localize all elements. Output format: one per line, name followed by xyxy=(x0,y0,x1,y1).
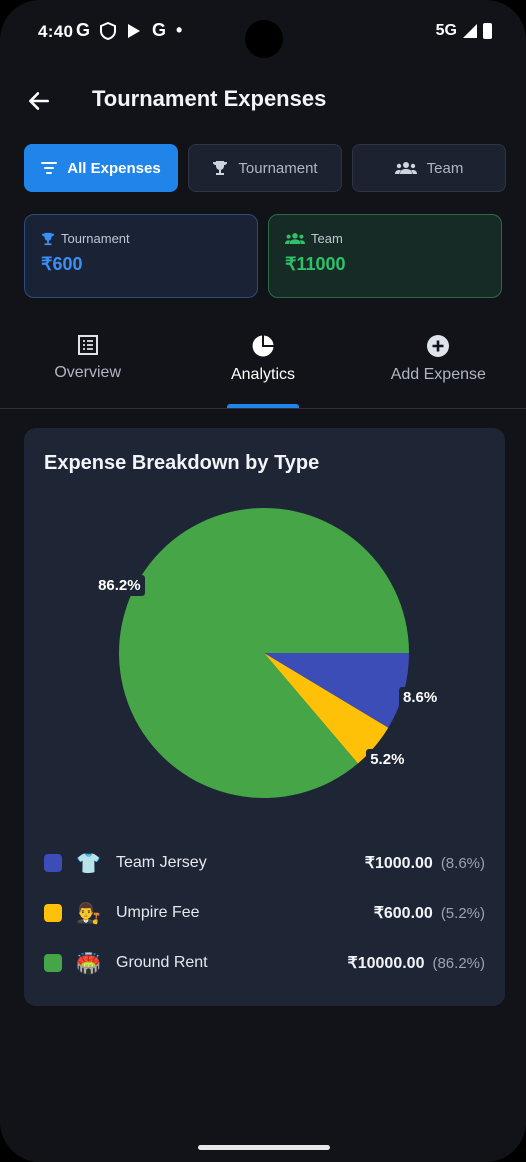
trophy-icon xyxy=(41,232,55,245)
pie-label-umpire-fee: 5.2% xyxy=(366,748,409,770)
tab-label: Overview xyxy=(54,364,121,381)
summary-label-row: Team xyxy=(285,231,485,246)
jersey-icon: 👕 xyxy=(76,852,101,875)
pie-label-team-jersey: 8.6% xyxy=(399,686,442,708)
legend-amount: ₹600.00 xyxy=(373,905,433,922)
page-title: Tournament Expenses xyxy=(92,86,327,111)
summary-cards: Tournament ₹600 Team ₹11000 xyxy=(24,214,506,298)
dot-icon: • xyxy=(176,20,183,40)
team-total: ₹11000 xyxy=(285,254,346,274)
list-icon xyxy=(77,335,98,355)
legend-name: Ground Rent xyxy=(116,954,208,971)
tab-add-expense[interactable]: Add Expense xyxy=(351,334,526,408)
battery-icon xyxy=(483,23,492,39)
google-icon: G xyxy=(152,20,167,40)
status-right-icons: 5G xyxy=(436,22,492,40)
chart-title: Expense Breakdown by Type xyxy=(44,452,320,474)
filter-label: All Expenses xyxy=(67,159,161,177)
tab-label: Add Expense xyxy=(390,366,486,383)
status-time: 4:40 xyxy=(38,22,74,41)
shield-icon xyxy=(100,21,117,40)
filter-team[interactable]: Team xyxy=(352,144,506,192)
home-indicator[interactable] xyxy=(198,1145,330,1150)
legend-item-ground-rent: 🏟️ Ground Rent ₹10000.00 (86.2%) xyxy=(44,938,485,988)
team-summary-card[interactable]: Team ₹11000 xyxy=(268,214,502,298)
tournament-total: ₹600 xyxy=(41,254,83,274)
legend-percent: (5.2%) xyxy=(440,904,485,922)
stadium-icon: 🏟️ xyxy=(76,952,101,975)
status-bar: 4:40 G G • 5G xyxy=(0,0,526,64)
pie-label-ground-rent: 86.2% xyxy=(94,574,145,596)
play-icon xyxy=(128,23,141,38)
filter-icon xyxy=(41,162,58,174)
group-icon xyxy=(285,233,305,244)
legend-item-umpire-fee: 👨‍⚖️ Umpire Fee ₹600.00 (5.2%) xyxy=(44,888,485,938)
filter-chips: All Expenses Tournament Team xyxy=(24,144,506,192)
legend-swatch xyxy=(44,904,62,922)
tab-bar: Overview Analytics Add Expense xyxy=(0,334,526,408)
tab-overview[interactable]: Overview xyxy=(0,334,175,408)
legend-amount: ₹10000.00 xyxy=(347,955,425,972)
camera-cutout xyxy=(245,20,283,58)
legend-name: Team Jersey xyxy=(116,854,207,871)
group-icon xyxy=(394,162,417,174)
tab-divider xyxy=(0,408,526,409)
pie-slice-ground-rent[interactable] xyxy=(119,508,410,798)
pie-slice-team-jersey[interactable] xyxy=(264,653,409,728)
tournament-summary-card[interactable]: Tournament ₹600 xyxy=(24,214,258,298)
pie-chart xyxy=(119,508,410,798)
active-tab-indicator xyxy=(226,404,299,408)
legend-swatch xyxy=(44,854,62,872)
trophy-icon xyxy=(213,161,228,175)
legend-name: Umpire Fee xyxy=(116,904,200,921)
legend-item-team-jersey: 👕 Team Jersey ₹1000.00 (8.6%) xyxy=(44,838,485,888)
status-left-icons: G G • xyxy=(76,20,182,41)
summary-label-row: Tournament xyxy=(41,231,241,246)
summary-label: Tournament xyxy=(61,231,130,246)
filter-all-expenses[interactable]: All Expenses xyxy=(24,144,178,192)
pie-chart-icon xyxy=(252,335,274,357)
legend-swatch xyxy=(44,954,62,972)
plus-circle-icon xyxy=(427,335,450,357)
summary-label: Team xyxy=(311,231,343,246)
pie-slice-umpire-fee[interactable] xyxy=(264,653,389,764)
signal-icon xyxy=(463,24,477,38)
filter-tournament[interactable]: Tournament xyxy=(188,144,342,192)
chart-legend: 👕 Team Jersey ₹1000.00 (8.6%) 👨‍⚖️ Umpir… xyxy=(44,838,485,988)
tab-label: Analytics xyxy=(230,366,295,383)
umpire-icon: 👨‍⚖️ xyxy=(76,902,101,925)
analytics-card: Expense Breakdown by Type 8.6% 5.2% 86.2% … xyxy=(24,428,505,1006)
legend-percent: (8.6%) xyxy=(440,854,485,872)
filter-label: Tournament xyxy=(238,159,318,177)
legend-amount: ₹1000.00 xyxy=(364,855,433,872)
app-bar: Tournament Expenses xyxy=(0,80,526,124)
tab-analytics[interactable]: Analytics xyxy=(175,334,350,408)
legend-percent: (86.2%) xyxy=(432,954,485,972)
filter-label: Team xyxy=(426,159,464,177)
network-type: 5G xyxy=(435,22,457,39)
back-arrow-icon[interactable] xyxy=(26,88,52,114)
google-icon: G xyxy=(76,20,91,40)
